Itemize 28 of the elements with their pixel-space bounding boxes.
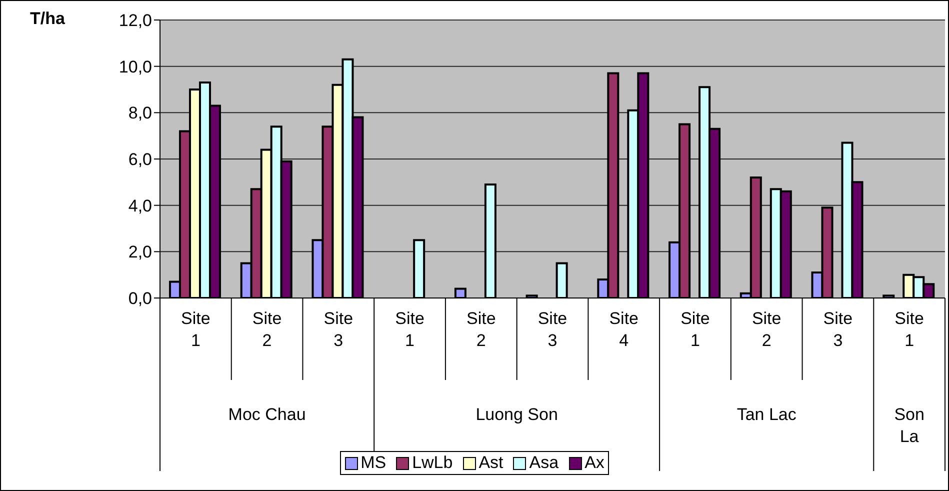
x-tick-label: Site 3: [324, 309, 354, 350]
text: Moc Chau: [228, 405, 306, 424]
legend-label: MS: [360, 453, 386, 473]
x-tick-label: Site 1: [894, 309, 924, 350]
x-tick-label: Site 2: [252, 309, 282, 350]
x-tick-label: Site 1: [181, 309, 210, 350]
x-tick-label: Site 3: [538, 309, 568, 350]
y-tick-label: 6,0: [128, 150, 152, 170]
x-tick-label: Site 2: [466, 309, 496, 350]
x-tick-label: Site 3: [823, 309, 853, 350]
y-tick-label: 0,0: [128, 289, 152, 308]
x-tick-label: Site 1: [680, 309, 710, 350]
legend-label: Ast: [478, 453, 504, 473]
legend-label: LwLb: [411, 453, 453, 473]
y-axis-title: T/ha: [30, 9, 65, 29]
legend-label: Asa: [528, 453, 559, 473]
text: Luong Son: [476, 405, 558, 424]
y-tick-label: 12,0: [118, 11, 152, 30]
x-tick-label: Site 1: [395, 309, 424, 350]
text: Son La: [894, 405, 924, 446]
x-tick-label: Site 2: [752, 309, 782, 350]
text: Tan Lac: [736, 405, 797, 424]
y-tick-label: 8,0: [128, 104, 152, 123]
y-tick-label: 4,0: [128, 196, 152, 216]
legend-label: Ax: [584, 453, 604, 473]
y-tick-label: 2,0: [128, 242, 152, 262]
y-tick-label: 10,0: [118, 57, 152, 76]
x-tick-label: Site 4: [609, 309, 639, 350]
